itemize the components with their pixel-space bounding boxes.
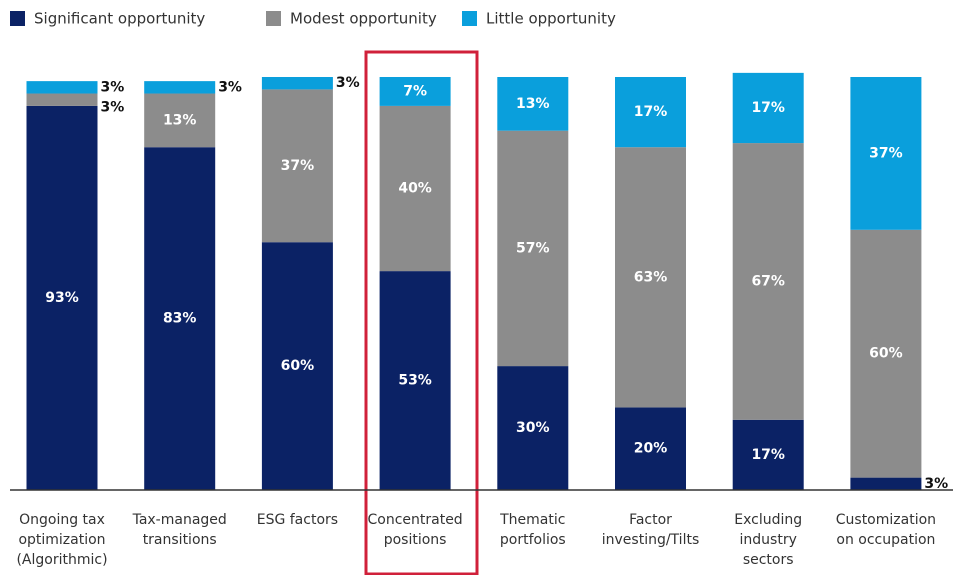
value-label: 83%: [163, 311, 197, 327]
value-label: 60%: [869, 346, 903, 362]
x-tick-label: Thematic: [499, 512, 565, 528]
bar-segment: [144, 81, 216, 94]
value-label: 17%: [751, 447, 785, 463]
bar-segment: [497, 366, 569, 490]
x-tick-label: portfolios: [500, 532, 566, 548]
value-label: 63%: [634, 269, 668, 285]
x-tick-label: optimization: [18, 532, 105, 548]
bar-segment: [732, 72, 804, 144]
x-tick-label: on occupation: [836, 532, 935, 548]
x-tick-label: Excluding: [734, 512, 802, 528]
value-label: 30%: [516, 420, 550, 436]
bar-segment: [379, 271, 451, 490]
value-label: 3%: [101, 99, 125, 115]
x-tick-label: Tax-managed: [132, 512, 227, 528]
legend-label: Little opportunity: [486, 10, 616, 28]
value-label: 3%: [218, 79, 242, 95]
legend-swatch: [10, 11, 25, 26]
highlight-box: [364, 50, 479, 575]
value-label: 17%: [751, 100, 785, 116]
value-label: 20%: [634, 441, 668, 457]
value-label: 40%: [398, 181, 432, 197]
bar-segment: [379, 105, 451, 272]
value-label: 67%: [751, 273, 785, 289]
value-label: 13%: [516, 96, 550, 112]
x-tick-label: Concentrated: [367, 512, 462, 528]
value-label: 37%: [281, 158, 315, 174]
legend-swatch: [266, 11, 281, 26]
x-tick-label: Ongoing tax: [19, 512, 105, 528]
value-label: 7%: [403, 83, 427, 99]
bar-segment: [850, 229, 922, 478]
bar-segment: [379, 77, 451, 106]
value-label: 53%: [398, 373, 432, 389]
bar-segment: [497, 77, 569, 131]
value-label: 3%: [336, 75, 360, 91]
legend-swatch: [462, 11, 477, 26]
x-tick-label: Customization: [836, 512, 936, 528]
x-tick-label: Factor: [629, 512, 672, 528]
bar-segment: [26, 93, 98, 106]
bar-segment: [615, 147, 686, 408]
x-tick-label: investing/Tilts: [602, 532, 700, 548]
value-label: 3%: [924, 476, 948, 492]
x-tick-label: ESG factors: [257, 512, 338, 528]
bar-segment: [26, 105, 98, 490]
bar-segment: [144, 93, 216, 148]
bar-segment: [850, 77, 922, 230]
bar-segment: [615, 407, 686, 490]
value-label: 13%: [163, 112, 197, 128]
value-label: 60%: [281, 358, 315, 374]
x-tick-label: sectors: [743, 552, 794, 568]
bar-segment: [261, 77, 333, 90]
bar-segment: [26, 81, 98, 94]
x-tick-label: transitions: [143, 532, 217, 548]
bar-segment: [144, 147, 216, 490]
value-label: 57%: [516, 240, 550, 256]
x-tick-label: positions: [384, 532, 447, 548]
legend-label: Modest opportunity: [290, 10, 437, 28]
value-label: 17%: [634, 104, 668, 120]
x-tick-label: industry: [740, 532, 797, 548]
bar-segment: [615, 77, 686, 148]
value-label: 93%: [45, 290, 79, 306]
x-tick-label: (Algorithmic): [16, 552, 107, 568]
bar-segment: [732, 143, 804, 420]
bar-segment: [261, 242, 333, 490]
bar-segment: [261, 89, 333, 243]
bar-segment: [497, 130, 569, 367]
bar-segment: [732, 419, 804, 490]
value-label: 37%: [869, 145, 903, 161]
value-label: 3%: [101, 79, 125, 95]
legend-label: Significant opportunity: [34, 10, 205, 28]
bar-segment: [850, 477, 922, 490]
